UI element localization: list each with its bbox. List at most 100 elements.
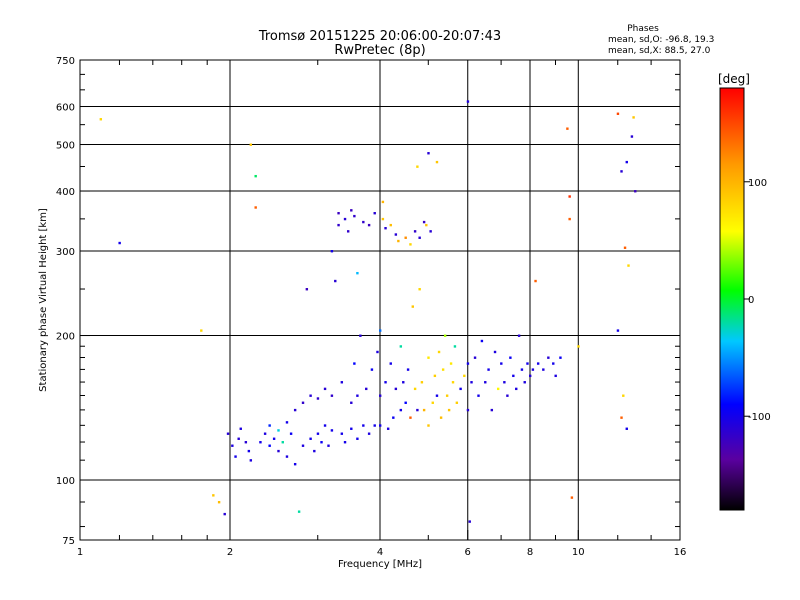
data-point bbox=[451, 381, 455, 384]
y-tick-label: 100 bbox=[56, 476, 75, 487]
data-point bbox=[99, 118, 103, 121]
data-point bbox=[239, 427, 242, 430]
data-point bbox=[470, 381, 473, 384]
x-tick-label: 8 bbox=[527, 547, 533, 558]
data-point bbox=[212, 494, 215, 497]
data-point bbox=[309, 394, 312, 397]
data-point bbox=[625, 160, 628, 164]
data-point bbox=[343, 217, 347, 221]
data-point bbox=[500, 362, 503, 365]
data-point bbox=[547, 356, 550, 359]
data-point bbox=[340, 432, 344, 435]
data-point bbox=[356, 437, 359, 440]
data-point bbox=[437, 350, 441, 354]
colorbar-tick-label: 100 bbox=[748, 178, 767, 189]
x-tick-label: 4 bbox=[377, 547, 383, 558]
data-point bbox=[293, 408, 297, 412]
data-point bbox=[473, 356, 477, 359]
data-point bbox=[320, 441, 323, 444]
data-point bbox=[362, 424, 365, 427]
data-point bbox=[463, 374, 466, 378]
data-point bbox=[323, 424, 327, 427]
data-point bbox=[625, 427, 628, 430]
data-point bbox=[509, 356, 512, 359]
data-point bbox=[330, 250, 334, 253]
data-point bbox=[379, 329, 382, 332]
data-point bbox=[487, 368, 490, 371]
data-point bbox=[634, 190, 637, 193]
data-point bbox=[554, 374, 557, 378]
data-point bbox=[386, 427, 390, 430]
colorbar-tick-label: 0 bbox=[748, 295, 754, 306]
data-point bbox=[447, 408, 451, 412]
data-point bbox=[453, 345, 457, 348]
x-tick-label: 10 bbox=[572, 547, 585, 558]
data-point bbox=[343, 441, 347, 444]
data-point bbox=[309, 437, 312, 440]
data-point bbox=[531, 368, 535, 371]
data-point bbox=[418, 236, 421, 239]
colorbar-ticks: 100 0 -100 bbox=[744, 178, 771, 423]
data-point bbox=[277, 429, 280, 432]
colorbar bbox=[719, 87, 745, 511]
data-point bbox=[370, 368, 374, 371]
data-point bbox=[529, 374, 532, 378]
data-point bbox=[350, 427, 353, 430]
data-point bbox=[577, 345, 580, 348]
data-point bbox=[566, 127, 569, 130]
data-point bbox=[493, 350, 497, 354]
data-point bbox=[367, 223, 371, 227]
data-point bbox=[293, 462, 297, 466]
data-point bbox=[399, 345, 403, 348]
data-point bbox=[381, 200, 385, 204]
y-tick-label: 400 bbox=[56, 187, 75, 198]
data-point bbox=[285, 421, 289, 424]
y-tick-label: 500 bbox=[56, 141, 75, 152]
data-point bbox=[425, 223, 428, 227]
data-point bbox=[427, 152, 430, 155]
data-point bbox=[359, 334, 362, 337]
data-point bbox=[435, 160, 439, 164]
data-point bbox=[449, 362, 453, 365]
data-point bbox=[411, 305, 414, 308]
data-point bbox=[429, 230, 432, 233]
data-point bbox=[459, 387, 462, 391]
data-point bbox=[484, 381, 487, 384]
data-point bbox=[435, 394, 439, 397]
data-point bbox=[534, 279, 537, 283]
data-point bbox=[231, 444, 234, 447]
data-point bbox=[559, 356, 562, 359]
y-axis-label: Stationary phase Virtual Height [km] bbox=[38, 208, 49, 392]
data-point bbox=[384, 227, 387, 230]
data-point bbox=[346, 230, 350, 233]
data-point bbox=[526, 362, 529, 365]
data-point bbox=[254, 206, 257, 209]
data-point bbox=[200, 329, 203, 332]
data-point bbox=[620, 416, 623, 419]
data-point bbox=[496, 387, 500, 391]
data-point bbox=[422, 408, 426, 412]
y-tick-label: 750 bbox=[56, 56, 75, 67]
data-point bbox=[413, 387, 417, 391]
data-point bbox=[416, 408, 419, 412]
data-point bbox=[301, 401, 305, 404]
data-point bbox=[301, 444, 305, 447]
data-point bbox=[439, 416, 443, 419]
data-point bbox=[353, 362, 356, 365]
data-point bbox=[404, 236, 407, 239]
data-point bbox=[466, 100, 470, 103]
phases-o-mode: mean, sd,O: -96.8, 19.3 bbox=[608, 35, 714, 45]
data-point bbox=[397, 239, 400, 243]
colorbar-tick-label: -100 bbox=[748, 412, 771, 423]
data-point bbox=[350, 401, 353, 404]
data-point bbox=[297, 510, 301, 513]
data-point bbox=[515, 387, 518, 391]
data-point bbox=[327, 444, 330, 447]
data-point bbox=[443, 334, 447, 337]
data-point bbox=[373, 212, 376, 215]
data-point bbox=[226, 432, 230, 435]
data-point bbox=[234, 455, 237, 458]
data-point bbox=[365, 387, 368, 391]
data-point bbox=[337, 212, 340, 215]
